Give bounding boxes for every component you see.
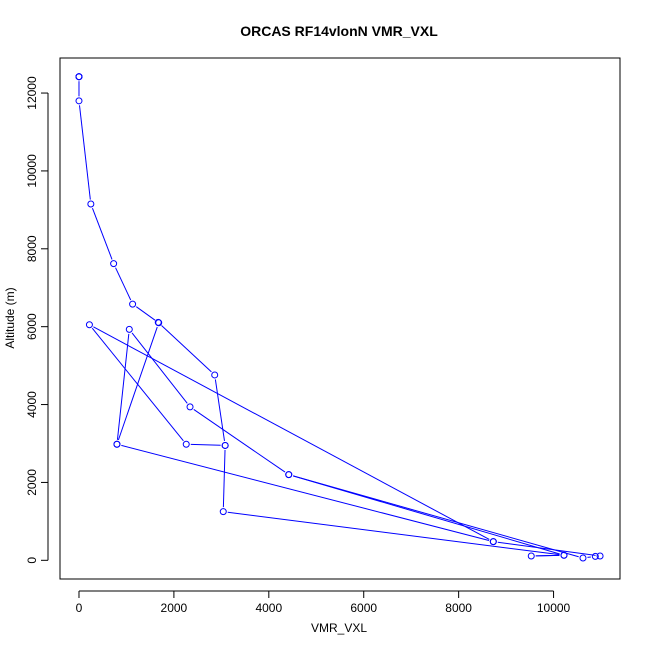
x-tick-label: 8000 xyxy=(445,601,472,615)
data-point xyxy=(75,97,83,105)
x-axis: 0 2000 4000 6000 8000 10000 xyxy=(76,590,571,615)
data-point xyxy=(85,321,93,329)
y-axis: 0 2000 4000 6000 8000 10000 12000 xyxy=(25,76,49,564)
series-segment xyxy=(91,327,184,442)
series-segment xyxy=(135,306,156,321)
series-segment xyxy=(79,105,91,200)
series-segment xyxy=(115,267,132,301)
y-tick-label: 8000 xyxy=(25,235,39,262)
y-tick-label: 2000 xyxy=(25,469,39,496)
series-segment xyxy=(93,326,490,540)
data-point xyxy=(110,260,118,268)
data-point xyxy=(579,554,587,562)
series-segment xyxy=(193,409,286,473)
data-point xyxy=(75,73,83,81)
data-point xyxy=(211,371,219,379)
data-point xyxy=(186,403,194,411)
data-point xyxy=(221,441,229,449)
series-segment xyxy=(116,333,130,440)
data-point xyxy=(182,440,190,448)
x-tick-label: 10000 xyxy=(537,601,571,615)
series-segment xyxy=(535,554,560,557)
x-tick-label: 2000 xyxy=(161,601,188,615)
series-segment xyxy=(222,449,226,508)
y-tick-label: 10000 xyxy=(25,154,39,188)
x-tick-label: 0 xyxy=(76,601,83,615)
data-point xyxy=(591,552,599,560)
data-point xyxy=(87,200,95,208)
series-layer xyxy=(75,73,604,562)
data-point xyxy=(489,538,497,546)
data-point xyxy=(219,508,227,516)
series-segment xyxy=(190,443,221,446)
y-tick-label: 0 xyxy=(25,557,39,564)
y-tick-label: 6000 xyxy=(25,313,39,340)
x-tick-label: 4000 xyxy=(255,601,282,615)
series-segment xyxy=(292,475,560,555)
series-segment xyxy=(121,444,490,541)
series-segment xyxy=(227,511,560,556)
series-segment xyxy=(161,325,212,373)
y-axis-title: Altitude (m) xyxy=(3,287,17,348)
x-axis-title: VMR_VXL xyxy=(311,621,367,635)
y-tick-label: 12000 xyxy=(25,76,39,110)
data-point xyxy=(560,551,568,559)
chart-title: ORCAS RF14vlonN VMR_VXL xyxy=(240,23,438,39)
data-point xyxy=(527,552,535,560)
plot-area xyxy=(59,57,621,580)
data-point xyxy=(285,471,293,479)
series-segment xyxy=(91,208,113,260)
data-point xyxy=(125,325,133,333)
series-segment xyxy=(131,332,188,404)
data-point xyxy=(596,552,604,560)
series-segment xyxy=(117,326,158,441)
data-point xyxy=(113,440,121,448)
series-segment xyxy=(497,541,596,556)
x-tick-label: 6000 xyxy=(350,601,377,615)
y-tick-label: 4000 xyxy=(25,391,39,418)
data-point xyxy=(129,300,137,308)
data-point xyxy=(154,318,162,326)
series-segment xyxy=(214,379,225,442)
